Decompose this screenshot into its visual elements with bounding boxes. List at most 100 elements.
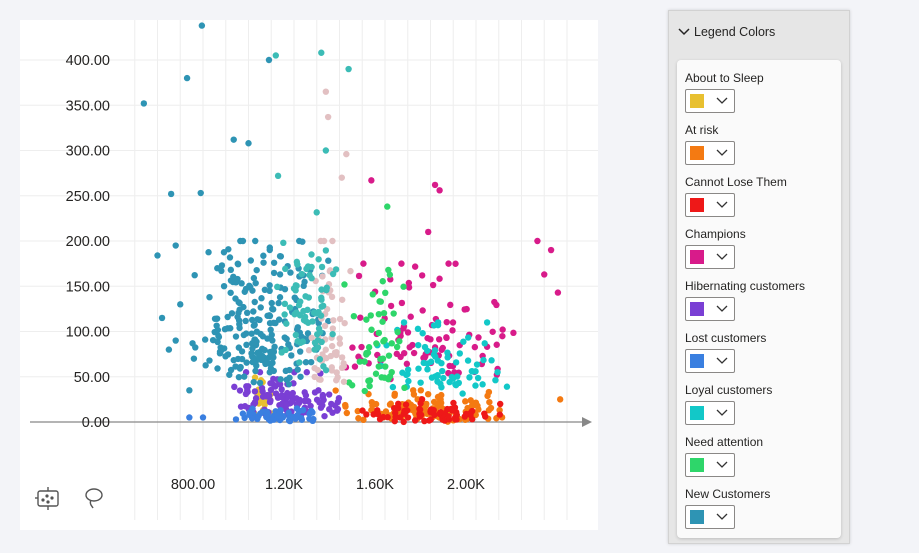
data-point-teal-light[interactable] [322,366,330,374]
data-point-need-attention[interactable] [393,343,401,351]
data-point-champions[interactable] [425,228,432,236]
data-point-new-customers[interactable] [236,320,243,328]
data-point-lost-customers[interactable] [246,409,253,416]
data-point-hibernating-customers[interactable] [266,392,273,399]
data-point-loyal-customers[interactable] [424,366,431,373]
data-point-champions[interactable] [452,260,459,267]
data-point-new-customers[interactable] [285,381,293,388]
data-point-at-risk[interactable] [462,398,469,405]
data-point-teal-light[interactable] [318,49,325,56]
data-point-new-customers[interactable] [325,317,332,325]
data-point-champions[interactable] [449,327,456,334]
data-point-need-attention[interactable] [356,358,364,365]
data-point-new-customers[interactable] [190,355,198,362]
data-point-new-customers[interactable] [269,337,276,344]
data-point-new-customers[interactable] [259,333,267,340]
legend-header[interactable]: Legend Colors [669,11,849,53]
data-point-new-customers[interactable] [198,22,206,29]
data-point-need-attention[interactable] [363,349,370,357]
data-point-teal-light[interactable] [301,313,309,321]
data-point-need-attention[interactable] [372,370,380,377]
data-point-teal-light[interactable] [286,304,294,311]
data-point-need-attention[interactable] [380,309,388,317]
data-point-lost-customers[interactable] [293,405,301,412]
data-point-new-customers[interactable] [235,344,243,351]
data-point-new-customers[interactable] [294,324,302,331]
data-point-new-customers[interactable] [211,315,219,322]
data-point-at-risk[interactable] [434,393,442,401]
data-point-new-customers[interactable] [227,366,235,374]
data-point-new-customers[interactable] [248,316,256,324]
data-point-new-customers[interactable] [253,328,261,335]
data-point-hibernating-customers[interactable] [251,399,259,407]
data-point-need-attention[interactable] [390,310,397,317]
data-point-sleepy-pink[interactable] [333,369,340,376]
scatter-settings-icon[interactable] [34,484,62,512]
data-point-teal-light[interactable] [296,359,303,366]
data-point-need-attention[interactable] [385,266,392,274]
data-point-loyal-customers[interactable] [439,367,446,375]
data-point-hibernating-customers[interactable] [328,400,335,408]
chevron-down-icon[interactable] [715,355,729,367]
data-point-at-risk[interactable] [354,407,361,415]
data-point-cannot-lose-them[interactable] [391,417,398,425]
data-point-new-customers[interactable] [256,379,264,387]
data-point-hibernating-customers[interactable] [311,389,319,396]
data-point-loyal-customers[interactable] [421,343,429,351]
data-point-sleepy-pink[interactable] [324,113,332,121]
data-point-new-customers[interactable] [242,330,250,337]
data-point-need-attention[interactable] [382,289,389,297]
data-point-new-customers[interactable] [191,271,198,279]
data-point-loyal-customers[interactable] [444,354,451,361]
data-point-hibernating-customers[interactable] [266,398,274,406]
data-point-sleepy-pink[interactable] [320,237,328,245]
data-point-teal-light[interactable] [315,325,323,332]
data-point-teal-light[interactable] [274,172,282,180]
data-point-need-attention[interactable] [382,363,389,370]
data-point-loyal-customers[interactable] [405,377,412,385]
data-point-loyal-customers[interactable] [415,365,422,372]
data-point-teal-light[interactable] [278,349,285,356]
color-picker-loyal-customers[interactable] [685,401,735,425]
data-point-new-customers[interactable] [247,257,255,264]
data-point-new-customers[interactable] [269,359,276,367]
data-point-teal-light[interactable] [308,275,315,282]
data-point-champions[interactable] [510,329,517,337]
data-point-need-attention[interactable] [375,363,382,370]
data-point-champions[interactable] [351,363,359,370]
data-point-teal-light[interactable] [290,285,298,292]
data-point-new-customers[interactable] [249,345,256,352]
data-point-new-customers[interactable] [243,359,250,366]
data-point-new-customers[interactable] [140,100,148,107]
data-point-need-attention[interactable] [375,329,383,337]
data-point-loyal-customers[interactable] [452,381,460,389]
data-point-champions[interactable] [387,302,395,310]
chevron-down-icon[interactable] [715,407,729,419]
data-point-champions[interactable] [357,314,364,321]
chevron-down-icon[interactable] [715,95,729,107]
data-point-need-attention[interactable] [401,384,408,392]
data-point-teal-light[interactable] [329,270,337,278]
data-point-new-customers[interactable] [214,365,221,372]
data-point-sleepy-pink[interactable] [333,377,340,384]
data-point-teal-light[interactable] [292,331,300,339]
chevron-down-icon[interactable] [715,199,729,211]
data-point-sleepy-pink[interactable] [319,351,326,358]
data-point-new-customers[interactable] [260,259,267,266]
data-point-loyal-customers[interactable] [400,319,408,326]
data-point-teal-light[interactable] [281,311,288,318]
data-point-lost-customers[interactable] [186,414,193,421]
color-picker-new-customers[interactable] [685,505,735,529]
data-point-hibernating-customers[interactable] [317,404,325,411]
data-point-teal-light[interactable] [318,296,325,303]
data-point-hibernating-customers[interactable] [283,394,291,401]
data-point-new-customers[interactable] [266,287,273,295]
data-point-champions[interactable] [489,328,496,335]
data-point-sleepy-pink[interactable] [328,293,336,301]
data-point-new-customers[interactable] [177,301,184,308]
data-point-cannot-lose-them[interactable] [482,413,489,420]
data-point-sleepy-pink[interactable] [336,315,344,323]
data-point-loyal-customers[interactable] [464,357,472,364]
data-point-champions[interactable] [554,289,562,296]
data-point-new-customers[interactable] [248,330,255,337]
